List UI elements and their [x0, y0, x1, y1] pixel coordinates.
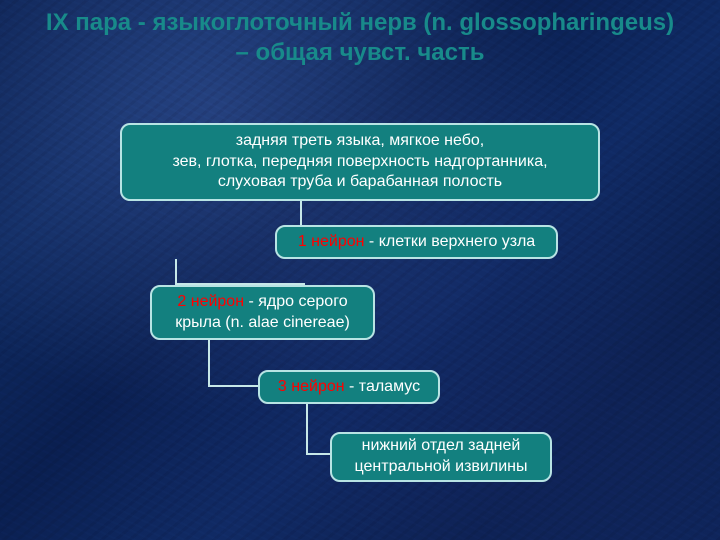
box-neuron3-text: 3 нейрон - таламус — [278, 377, 420, 398]
box-neuron2-text: 2 нейрон - ядро серого крыла (n. alae ci… — [166, 292, 359, 334]
box-origins: задняя треть языка, мягкое небо, зев, гл… — [120, 123, 600, 201]
box-end: нижний отдел задней центральной извилины — [330, 432, 552, 482]
box-origins-text: задняя треть языка, мягкое небо, зев, гл… — [172, 131, 547, 193]
page-title: IX пара - языкоглоточный нерв (n. glosso… — [0, 8, 720, 68]
box-end-text: нижний отдел задней центральной извилины — [355, 436, 528, 478]
connector-1 — [175, 259, 305, 285]
title-text: IX пара - языкоглоточный нерв (n. glosso… — [46, 9, 674, 66]
neuron2-highlight: 2 нейрон — [177, 293, 244, 310]
neuron1-highlight: 1 нейрон — [298, 233, 365, 250]
box-neuron2: 2 нейрон - ядро серого крыла (n. alae ci… — [150, 285, 375, 340]
box-neuron3: 3 нейрон - таламус — [258, 370, 440, 404]
box-neuron1: 1 нейрон - клетки верхнего узла — [275, 225, 558, 259]
box-neuron1-text: 1 нейрон - клетки верхнего узла — [298, 232, 535, 253]
neuron3-highlight: 3 нейрон — [278, 378, 345, 395]
connector-0 — [300, 201, 302, 225]
